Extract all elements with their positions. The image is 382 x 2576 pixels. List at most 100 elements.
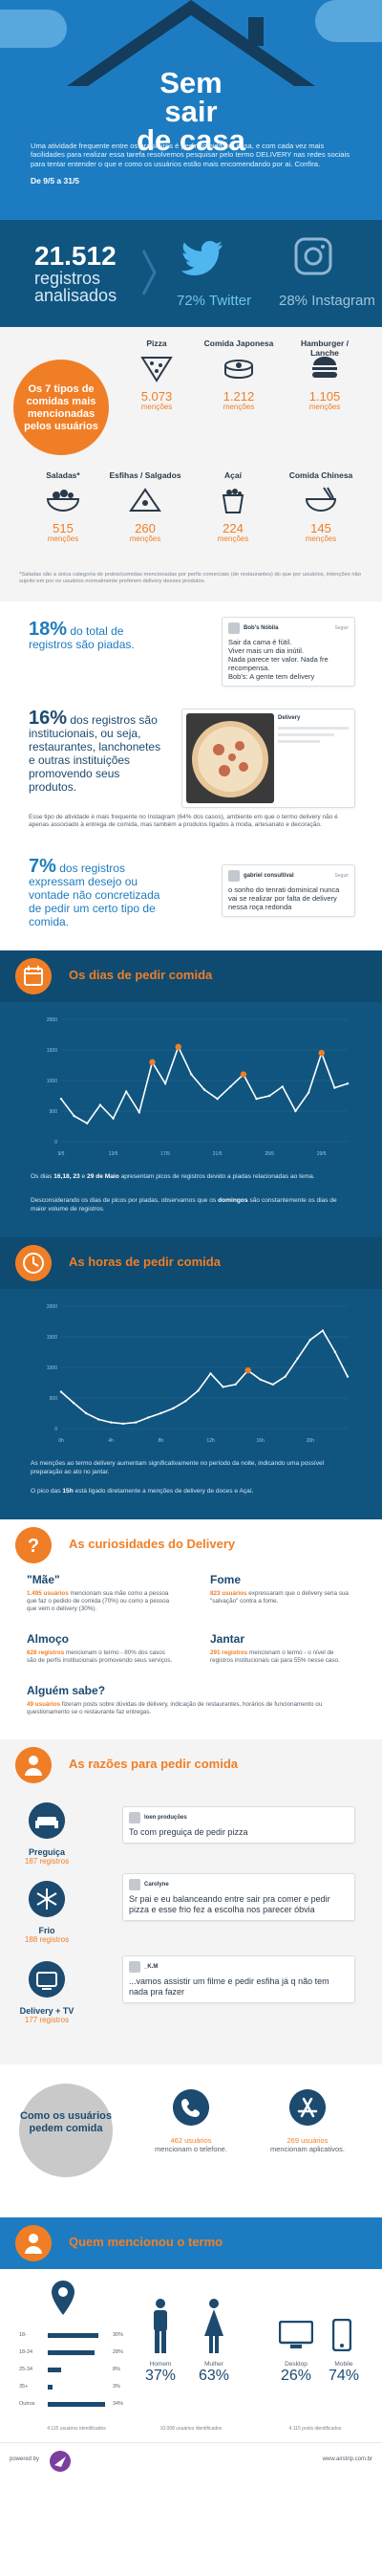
data-point bbox=[346, 1375, 350, 1378]
stat-piadas: 18% do total de registros são piadas. bbox=[29, 619, 162, 651]
age-caption: 4.115 usuários identificados bbox=[47, 2426, 106, 2432]
calendar-icon bbox=[15, 958, 52, 994]
data-point bbox=[147, 1416, 150, 1419]
data-point bbox=[267, 1094, 271, 1098]
food-name: Hamburger / Lanche bbox=[300, 338, 350, 358]
age-label: 35+ bbox=[19, 2384, 29, 2390]
location-pin-icon bbox=[52, 2281, 74, 2315]
age-percent: 3% bbox=[113, 2384, 120, 2390]
cloud-decoration bbox=[315, 0, 382, 42]
reason-value: 177 registros bbox=[24, 2016, 70, 2024]
data-point bbox=[59, 1390, 63, 1393]
section-title: Os dias de pedir comida bbox=[69, 968, 213, 982]
tweet-card: loen produções To com preguiça de pedir … bbox=[122, 1806, 355, 1844]
data-point bbox=[271, 1383, 274, 1386]
curiosities-section: ? As curiosidades do Delivery "Mãe" 1.49… bbox=[0, 1519, 382, 1739]
stat-institucionais: 16% dos registros são institucionais, ou… bbox=[29, 708, 162, 794]
reason-frio: Frio 188 registros bbox=[13, 1881, 80, 1944]
gender-percent: 63% bbox=[198, 2368, 230, 2384]
peak-point bbox=[149, 1059, 156, 1065]
tweet-text: Sair da cama é fútil. Viver mais um dia … bbox=[228, 638, 329, 681]
esfiha-icon bbox=[129, 488, 161, 512]
chinese-bowl-icon bbox=[305, 487, 337, 512]
twitter-bird-icon bbox=[181, 241, 223, 275]
question-mark-icon: ? bbox=[15, 1527, 52, 1563]
data-point bbox=[159, 1411, 162, 1415]
data-point bbox=[229, 1085, 232, 1088]
curiosity-title: Jantar bbox=[210, 1632, 245, 1646]
analisados-label-line: analisados bbox=[34, 286, 117, 305]
y-tick-label: 0 bbox=[54, 1140, 57, 1146]
curiosity-title: Almoço bbox=[27, 1632, 70, 1646]
data-point bbox=[296, 1357, 300, 1360]
series-line bbox=[60, 1044, 349, 1124]
mobile-phone-icon bbox=[332, 2319, 351, 2351]
pizza-photo bbox=[186, 713, 274, 803]
curiosity-text: 49 usuários fizeram posts sobre dúvidas … bbox=[27, 1701, 323, 1715]
y-tick-label: 2000 bbox=[47, 1304, 57, 1310]
peak-point bbox=[175, 1043, 181, 1050]
avatar bbox=[129, 1812, 140, 1823]
salad-bowl-icon bbox=[46, 490, 80, 512]
food-value: 260 bbox=[135, 521, 156, 535]
powered-by: powered by bbox=[10, 2456, 40, 2462]
app-store-icon bbox=[289, 2089, 326, 2126]
text-placeholder-line bbox=[278, 740, 321, 743]
y-tick-label: 500 bbox=[50, 1109, 58, 1115]
stats-section: 21.512 registros analisados 72% Twitter … bbox=[0, 220, 382, 327]
how-circle: Como os usuários pedem comida bbox=[19, 2084, 113, 2177]
tweet-text: Sr pai e eu balanceando entre sair pra c… bbox=[129, 1894, 330, 1914]
pizza-slice-icon bbox=[140, 357, 173, 382]
device-mobile: Mobile 74% bbox=[321, 2361, 367, 2385]
curiosity-text: 1.495 usuários mencionam sua mãe como a … bbox=[27, 1590, 170, 1612]
registros-count: 21.512 bbox=[34, 241, 117, 271]
data-point bbox=[333, 1086, 336, 1089]
food-name: Esfihas / Salgados bbox=[109, 470, 181, 480]
device-label: Mobile bbox=[334, 2361, 353, 2368]
cloud-decoration bbox=[0, 10, 67, 48]
peak-point bbox=[318, 1050, 325, 1057]
data-point bbox=[255, 1098, 258, 1101]
peak-point bbox=[240, 1071, 247, 1078]
desktop-icon bbox=[279, 2321, 313, 2348]
peak-point bbox=[244, 1367, 251, 1374]
data-point bbox=[163, 1082, 167, 1085]
title-line: sair bbox=[164, 95, 218, 128]
stat-percent: 16% bbox=[29, 708, 68, 729]
who-section: Quem mencionou o termo 18- 30% 18-24 28% 25-… bbox=[0, 2217, 382, 2442]
stat-percent: 18% bbox=[29, 619, 68, 640]
curiosity-text: 823 usuários expressaram que o delivery … bbox=[210, 1590, 349, 1605]
text-placeholder-line bbox=[278, 733, 335, 736]
site-link[interactable]: www.airstrip.com.br bbox=[322, 2456, 372, 2462]
tweet-text: ...vamos assistir um filme e pedir esfih… bbox=[129, 1976, 329, 1997]
how-label: mencionam o telefone. bbox=[155, 2145, 227, 2153]
curiosity-sabe: Alguém sabe? 49 usuários fizeram posts s… bbox=[27, 1684, 355, 1716]
y-tick-label: 1000 bbox=[47, 1079, 57, 1084]
follow-button[interactable]: Seguir bbox=[334, 625, 349, 631]
curiosity-title: Alguém sabe? bbox=[27, 1684, 106, 1697]
section-header: Os dias de pedir comida bbox=[0, 950, 382, 1002]
data-point bbox=[98, 1103, 102, 1106]
follow-button[interactable]: Seguir bbox=[334, 873, 349, 879]
how-app: 269 usuários mencionam aplicativos. bbox=[260, 2089, 355, 2153]
food-name: Açaí bbox=[224, 470, 242, 480]
phone-icon bbox=[173, 2089, 209, 2126]
food-pizza: Pizza 5.073 menções bbox=[118, 338, 195, 411]
food-value: 1.105 bbox=[308, 389, 341, 404]
data-point bbox=[307, 1091, 310, 1094]
people-icon bbox=[15, 2225, 52, 2261]
instagram-post-card: Delivery bbox=[181, 709, 355, 808]
age-label: 25-34 bbox=[19, 2367, 33, 2372]
x-tick-label: 25/5 bbox=[265, 1151, 274, 1157]
reason-tv: Delivery + TV 177 registros bbox=[13, 1961, 80, 2024]
registros-label-line: registros bbox=[34, 269, 101, 288]
tweet-card: Bob's Nóbila Seguir Sair da cama é fútil.… bbox=[222, 617, 355, 687]
days-text-sundays: Desconsiderando os dias de picos por pia… bbox=[31, 1197, 337, 1212]
data-point bbox=[197, 1389, 200, 1392]
quotes-section: 18% do total de registros são piadas. Bo… bbox=[0, 601, 382, 950]
data-point bbox=[259, 1378, 262, 1381]
foods-footnote: *Saladas são a única categoria de pratos… bbox=[19, 572, 362, 584]
food-value: 145 bbox=[310, 521, 331, 535]
hours-text-peak: O pico das 15h está ligado diretamente a… bbox=[31, 1488, 254, 1495]
title-line: de casa bbox=[137, 123, 245, 157]
